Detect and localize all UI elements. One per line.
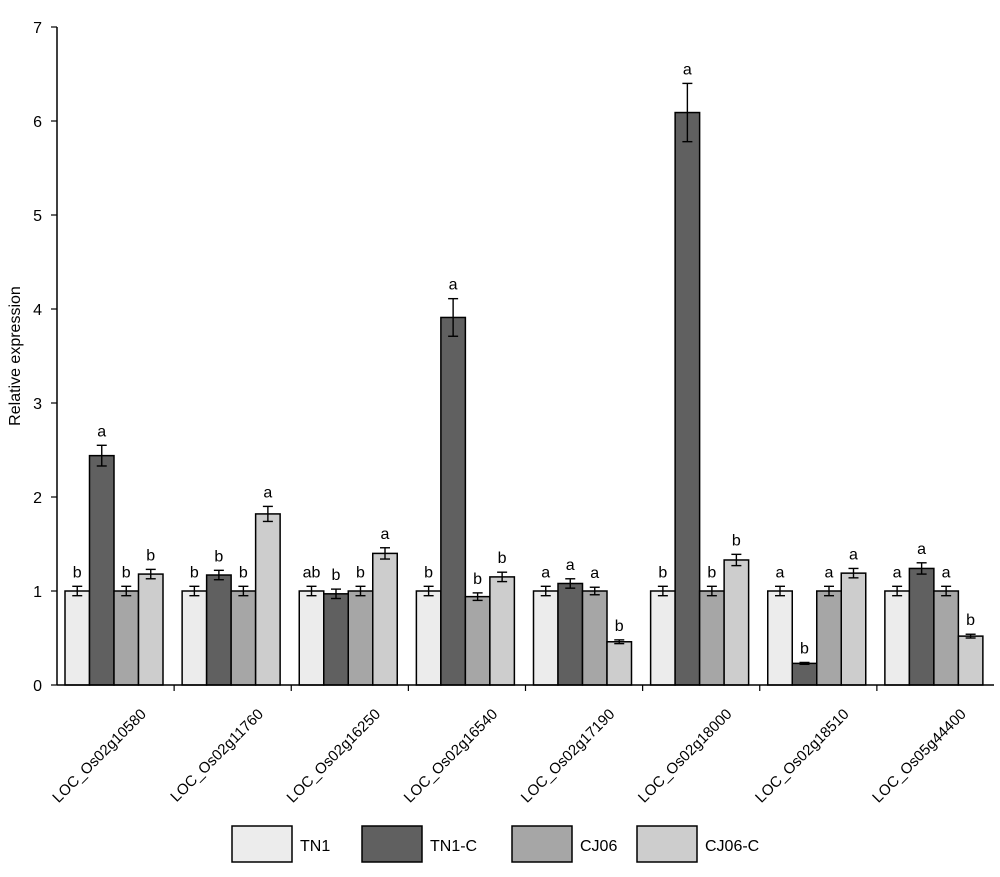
significance-letter: b [615, 618, 624, 635]
significance-letter: ab [303, 564, 321, 581]
bar [840, 572, 867, 686]
bar [606, 641, 633, 686]
y-tick-label: 1 [33, 584, 42, 601]
significance-letter: b [332, 567, 341, 584]
legend-swatch [361, 825, 423, 863]
bar [137, 573, 164, 686]
bar [908, 567, 935, 686]
significance-letter: b [356, 564, 365, 581]
significance-letter: a [776, 564, 785, 581]
category-label: LOC_Os02g16540 [401, 706, 501, 806]
category-label: LOC_Os02g11760 [167, 706, 267, 806]
significance-letter: a [942, 564, 951, 581]
bar [884, 590, 911, 686]
legend-label: TN1-C [430, 838, 477, 855]
significance-letter: a [381, 526, 390, 543]
bar [816, 590, 842, 686]
bar [557, 582, 584, 686]
bar [415, 590, 442, 686]
significance-letter: a [849, 546, 858, 563]
bar [723, 559, 750, 686]
legend-swatch [231, 825, 293, 863]
y-axis-title: Relative expression [7, 286, 24, 426]
y-tick-label: 3 [33, 396, 42, 413]
bar [698, 590, 725, 686]
category-label: LOC_Os02g16250 [284, 706, 384, 806]
significance-letter: a [566, 557, 575, 574]
legend-label: CJ06 [580, 838, 617, 855]
significance-letter: b [658, 564, 667, 581]
significance-letter: a [893, 564, 902, 581]
category-label: LOC_Os02g18510 [752, 706, 852, 806]
significance-letter: b [498, 550, 507, 567]
category-label: LOC_Os02g10580 [49, 706, 149, 806]
legend-swatch [636, 825, 698, 863]
bar [532, 590, 559, 686]
bar [957, 635, 984, 686]
significance-letter: b [473, 571, 482, 588]
significance-letter: a [263, 484, 272, 501]
significance-letter: b [146, 547, 155, 564]
significance-letter: b [707, 564, 716, 581]
significance-letter: a [97, 423, 106, 440]
category-label: LOC_Os02g18000 [635, 706, 735, 806]
y-tick-label: 4 [33, 302, 42, 319]
category-label: LOC_Os02g17190 [518, 706, 618, 806]
legend: TN1 TN1-C CJ06 CJ06-C [231, 825, 759, 863]
bar [254, 513, 281, 686]
bar [347, 590, 374, 686]
y-tick-label: 6 [33, 114, 42, 131]
bar [649, 590, 676, 686]
bar [372, 552, 398, 686]
bar [440, 316, 467, 686]
y-tick-label: 0 [33, 678, 42, 695]
y-tick-label: 2 [33, 490, 42, 507]
legend-swatch [511, 825, 573, 863]
bar [791, 662, 818, 686]
legend-label: TN1 [300, 838, 330, 855]
legend-label: CJ06-C [705, 838, 759, 855]
bar [767, 590, 793, 686]
significance-letter: a [917, 541, 926, 558]
significance-letter: a [825, 564, 834, 581]
bar [205, 574, 232, 686]
significance-letter: b [239, 564, 248, 581]
significance-letter: a [590, 565, 599, 582]
significance-letter: b [122, 564, 131, 581]
bar [674, 111, 701, 686]
significance-letter: b [73, 564, 82, 581]
significance-letter: b [732, 532, 741, 549]
significance-letter: b [424, 564, 433, 581]
y-tick-label: 5 [33, 208, 42, 225]
bar [464, 595, 491, 686]
significance-letter: b [214, 548, 223, 565]
bar [88, 454, 115, 686]
bar [64, 590, 91, 686]
significance-letter: b [966, 612, 975, 629]
bar [230, 590, 257, 686]
category-label: LOC_Os05g44400 [869, 706, 969, 806]
bar [113, 590, 140, 686]
bar [323, 593, 349, 686]
bar [298, 590, 325, 686]
bar [489, 576, 516, 686]
significance-letter: a [449, 277, 458, 294]
significance-letter: b [190, 564, 199, 581]
bar [581, 590, 608, 686]
y-tick-label: 7 [33, 20, 42, 37]
significance-letter: b [800, 640, 809, 657]
bar [933, 590, 960, 686]
bar [181, 590, 208, 686]
significance-letter: a [683, 61, 692, 78]
significance-letter: a [541, 564, 550, 581]
